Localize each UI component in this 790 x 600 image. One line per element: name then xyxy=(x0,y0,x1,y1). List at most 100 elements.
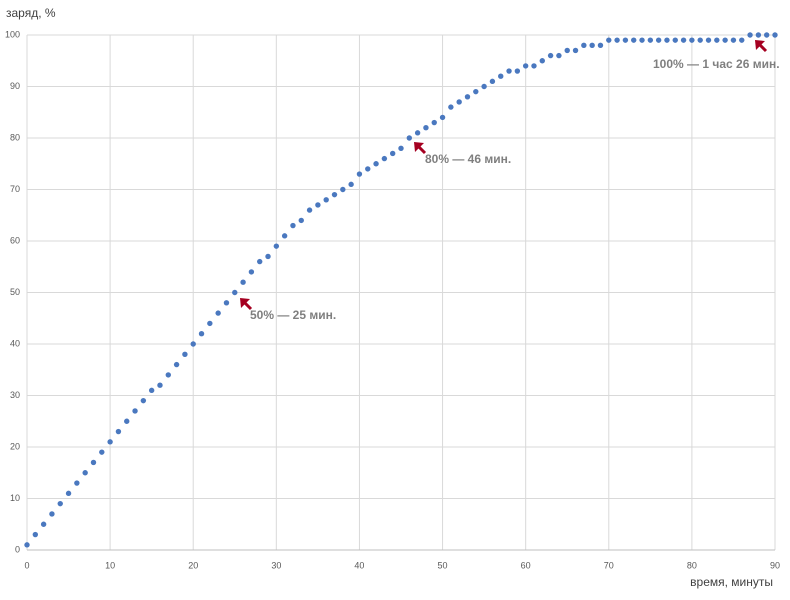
point xyxy=(398,145,404,151)
point xyxy=(115,428,122,435)
point xyxy=(290,222,296,229)
point xyxy=(190,341,196,347)
point xyxy=(697,37,703,43)
y-tick-label: 100 xyxy=(5,29,20,39)
y-tick-label: 60 xyxy=(10,235,20,245)
point xyxy=(448,104,454,110)
point xyxy=(207,320,213,327)
point xyxy=(622,37,629,43)
point xyxy=(82,470,88,476)
point xyxy=(672,37,678,43)
point xyxy=(124,418,130,424)
x-tick-label: 20 xyxy=(188,560,198,570)
point xyxy=(148,387,155,394)
x-tick-label: 0 xyxy=(24,560,29,570)
point xyxy=(232,289,238,296)
point xyxy=(631,37,637,43)
point xyxy=(473,88,479,95)
point xyxy=(763,32,770,38)
point xyxy=(705,37,712,43)
point xyxy=(514,68,521,74)
annotation-arrowhead xyxy=(240,298,250,308)
point xyxy=(739,37,745,43)
point xyxy=(547,52,554,59)
annotation: 50% — 25 мин. xyxy=(250,308,336,322)
point xyxy=(65,490,72,497)
y-tick-label: 30 xyxy=(10,390,20,400)
point xyxy=(90,459,97,466)
point xyxy=(298,217,304,224)
x-tick-label: 80 xyxy=(687,560,697,570)
y-tick-label: 50 xyxy=(10,287,20,297)
point xyxy=(57,500,63,507)
point xyxy=(257,258,263,265)
point xyxy=(423,125,429,131)
point xyxy=(647,37,654,43)
point xyxy=(755,32,762,38)
point xyxy=(248,269,255,275)
annotation: 80% — 46 мин. xyxy=(425,152,511,166)
x-tick-label: 90 xyxy=(770,560,780,570)
point xyxy=(107,439,113,445)
x-tick-label: 40 xyxy=(354,560,364,570)
point xyxy=(655,37,662,43)
point xyxy=(223,300,230,306)
point xyxy=(132,408,138,414)
x-tick-label: 30 xyxy=(271,560,281,570)
point xyxy=(265,253,271,260)
point xyxy=(32,531,39,538)
point xyxy=(498,73,504,79)
point xyxy=(730,37,737,43)
point xyxy=(365,166,371,172)
point xyxy=(464,94,471,100)
point xyxy=(556,52,562,59)
point xyxy=(49,511,55,517)
point xyxy=(331,191,338,198)
x-tick-label: 10 xyxy=(105,560,115,570)
point xyxy=(564,47,570,54)
y-tick-label: 20 xyxy=(10,441,20,451)
point xyxy=(606,37,612,43)
annotation-arrowhead xyxy=(755,40,765,50)
point xyxy=(747,32,753,38)
point xyxy=(581,42,587,48)
point xyxy=(182,351,188,357)
y-tick-label: 40 xyxy=(10,338,20,348)
annotation-arrowhead xyxy=(414,142,424,152)
point xyxy=(140,397,147,404)
point xyxy=(198,331,205,337)
point xyxy=(772,32,778,38)
point xyxy=(381,155,388,162)
x-tick-label: 50 xyxy=(438,560,448,570)
point xyxy=(389,150,396,157)
point xyxy=(240,279,246,285)
point xyxy=(281,233,288,239)
y-tick-label: 80 xyxy=(10,132,20,142)
point xyxy=(406,135,413,141)
point xyxy=(24,542,30,548)
point xyxy=(664,37,670,43)
point xyxy=(74,480,80,486)
x-axis-title: время, минуты xyxy=(690,575,773,589)
point xyxy=(323,197,329,203)
point xyxy=(572,47,579,54)
point xyxy=(506,68,512,74)
point xyxy=(356,171,363,177)
point xyxy=(680,37,687,43)
point xyxy=(714,37,720,43)
point xyxy=(165,372,171,378)
point xyxy=(689,37,695,43)
y-tick-label: 70 xyxy=(10,184,20,194)
annotation: 100% — 1 час 26 мин. xyxy=(653,57,780,71)
point xyxy=(589,42,595,48)
point xyxy=(639,37,645,43)
point xyxy=(157,382,163,388)
point xyxy=(439,114,446,121)
y-tick-label: 10 xyxy=(10,493,20,503)
x-tick-label: 60 xyxy=(521,560,531,570)
point xyxy=(340,186,346,193)
x-tick-label: 70 xyxy=(604,560,614,570)
point xyxy=(481,83,487,90)
point xyxy=(431,119,437,126)
